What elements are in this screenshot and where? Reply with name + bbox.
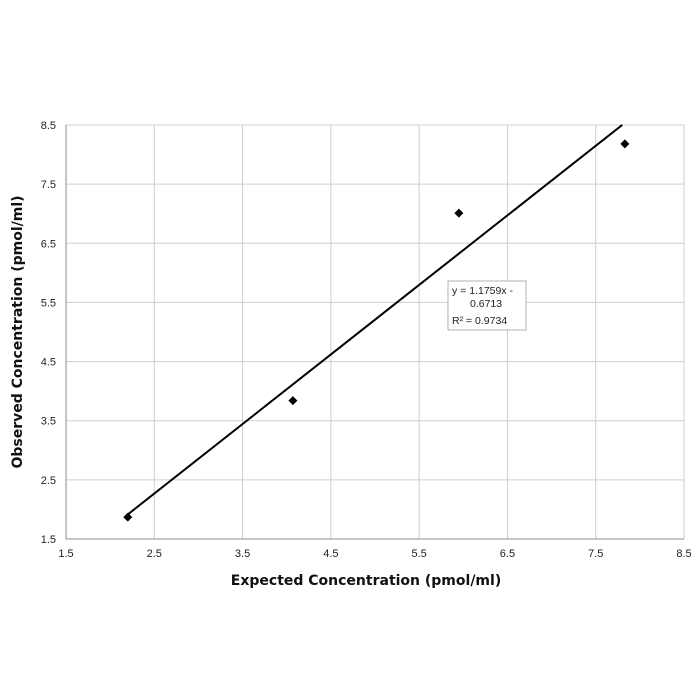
y-tick-label: 3.5 [41,416,56,428]
equation-line-1: y = 1.1759x - [452,285,513,297]
x-tick-label: 6.5 [500,548,515,560]
y-tick-label: 7.5 [41,179,56,191]
x-tick-label: 1.5 [58,548,73,560]
y-tick-label: 2.5 [41,475,56,487]
trendline-layer [127,124,623,516]
x-tick-label: 7.5 [588,548,603,560]
axes [65,125,684,540]
x-tick-label: 2.5 [147,548,162,560]
y-tick-label: 6.5 [41,238,56,250]
data-points [123,139,630,522]
plot-area [66,125,684,539]
data-point [288,396,298,406]
y-tick-label: 5.5 [41,297,56,309]
x-axis-title: Expected Concentration (pmol/ml) [231,573,501,589]
x-tick-label: 3.5 [235,548,250,560]
y-tick-label: 8.5 [41,120,56,132]
x-tick-labels: 1.5 2.5 3.5 4.5 5.5 6.5 7.5 8.5 [58,548,691,560]
r-squared-label: R² = 0.9734 [452,315,507,327]
equation-box: y = 1.1759x - 0.6713 R² = 0.9734 [447,280,527,331]
equation-box-border [447,280,527,331]
gridlines [65,124,685,540]
data-point [454,208,464,218]
x-tick-label: 8.5 [676,548,691,560]
equation-line-2: 0.6713 [470,298,502,310]
x-tick-label: 5.5 [411,548,426,560]
y-tick-label: 4.5 [41,357,56,369]
y-tick-labels: 1.5 2.5 3.5 4.5 5.5 6.5 7.5 8.5 [41,120,56,546]
data-point [123,512,133,522]
x-tick-label: 4.5 [323,548,338,560]
y-tick-label: 1.5 [41,534,56,546]
data-point [620,139,630,149]
y-axis-title: Observed Concentration (pmol/ml) [10,195,26,468]
trendline [127,124,623,516]
